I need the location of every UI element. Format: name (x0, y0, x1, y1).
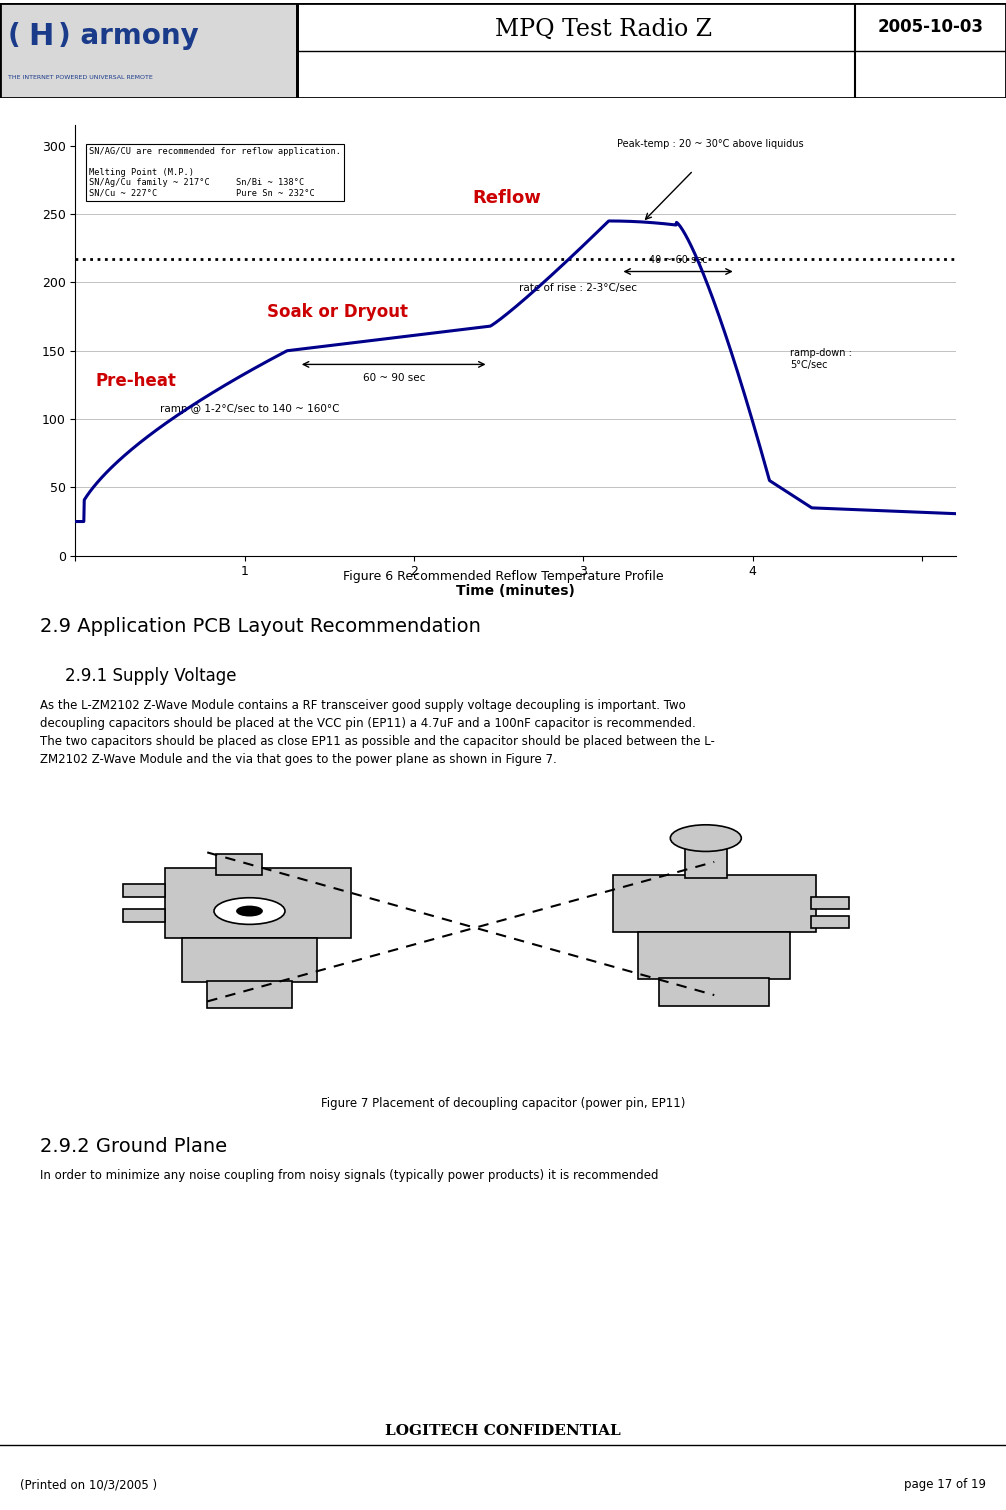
Text: 2.9.1 Supply Voltage: 2.9.1 Supply Voltage (65, 667, 236, 686)
Text: 60 ~ 90 sec: 60 ~ 90 sec (362, 373, 425, 382)
Text: 2005-10-03: 2005-10-03 (877, 18, 984, 36)
Text: Reflow: Reflow (473, 189, 541, 207)
Text: As the L-ZM2102 Z-Wave Module contains a RF transceiver good supply voltage deco: As the L-ZM2102 Z-Wave Module contains a… (40, 699, 715, 766)
Circle shape (670, 824, 741, 852)
Bar (812, 917, 849, 929)
Text: 2.9 Application PCB Layout Recommendation: 2.9 Application PCB Layout Recommendatio… (40, 618, 481, 636)
Bar (123, 909, 165, 923)
Bar (165, 868, 351, 938)
Text: Peak-temp : 20 ~ 30°C above liquidus: Peak-temp : 20 ~ 30°C above liquidus (617, 139, 804, 149)
Text: page 17 of 19: page 17 of 19 (903, 1478, 986, 1492)
Bar (182, 938, 317, 983)
Text: Soak or Dryout: Soak or Dryout (268, 304, 408, 322)
Bar (659, 978, 770, 1006)
Text: Figure 6 Recommended Reflow Temperature Profile: Figure 6 Recommended Reflow Temperature … (343, 569, 663, 583)
X-axis label: Time (minutes): Time (minutes) (456, 584, 575, 598)
Text: SN/AG/CU are recommended for reflow application.

Melting Point (M.P.)
SN/Ag/Cu : SN/AG/CU are recommended for reflow appl… (89, 146, 341, 198)
Text: rate of rise : 2-3°C/sec: rate of rise : 2-3°C/sec (519, 282, 637, 293)
Text: (Printed on 10/3/2005 ): (Printed on 10/3/2005 ) (20, 1478, 157, 1492)
Text: 2.9.2 Ground Plane: 2.9.2 Ground Plane (40, 1137, 227, 1155)
Text: ramp-down :
5°C/sec: ramp-down : 5°C/sec (790, 347, 852, 370)
Text: (: ( (8, 23, 21, 50)
Text: ramp @ 1-2°C/sec to 140 ~ 160°C: ramp @ 1-2°C/sec to 140 ~ 160°C (160, 405, 340, 415)
Text: Figure 7 Placement of decoupling capacitor (power pin, EP11): Figure 7 Placement of decoupling capacit… (321, 1098, 685, 1110)
Text: 40 ~ 60 sec: 40 ~ 60 sec (649, 255, 707, 264)
Bar (207, 982, 292, 1007)
Text: THE INTERNET POWERED UNIVERSAL REMOTE: THE INTERNET POWERED UNIVERSAL REMOTE (8, 74, 153, 80)
Circle shape (214, 898, 285, 924)
Text: MPQ Test Radio Z: MPQ Test Radio Z (495, 18, 712, 41)
Bar (812, 897, 849, 909)
Bar (685, 846, 727, 877)
Bar (613, 874, 816, 932)
Bar (123, 885, 165, 897)
Text: ) armony: ) armony (58, 23, 199, 50)
Circle shape (236, 906, 263, 915)
Bar (215, 855, 263, 874)
Text: LOGITECH CONFIDENTIAL: LOGITECH CONFIDENTIAL (385, 1424, 621, 1438)
Bar (638, 932, 791, 980)
Text: H: H (28, 21, 53, 51)
Text: In order to minimize any noise coupling from noisy signals (typically power prod: In order to minimize any noise coupling … (40, 1169, 659, 1182)
Bar (0, 3, 297, 98)
Text: Pre-heat: Pre-heat (96, 371, 177, 390)
